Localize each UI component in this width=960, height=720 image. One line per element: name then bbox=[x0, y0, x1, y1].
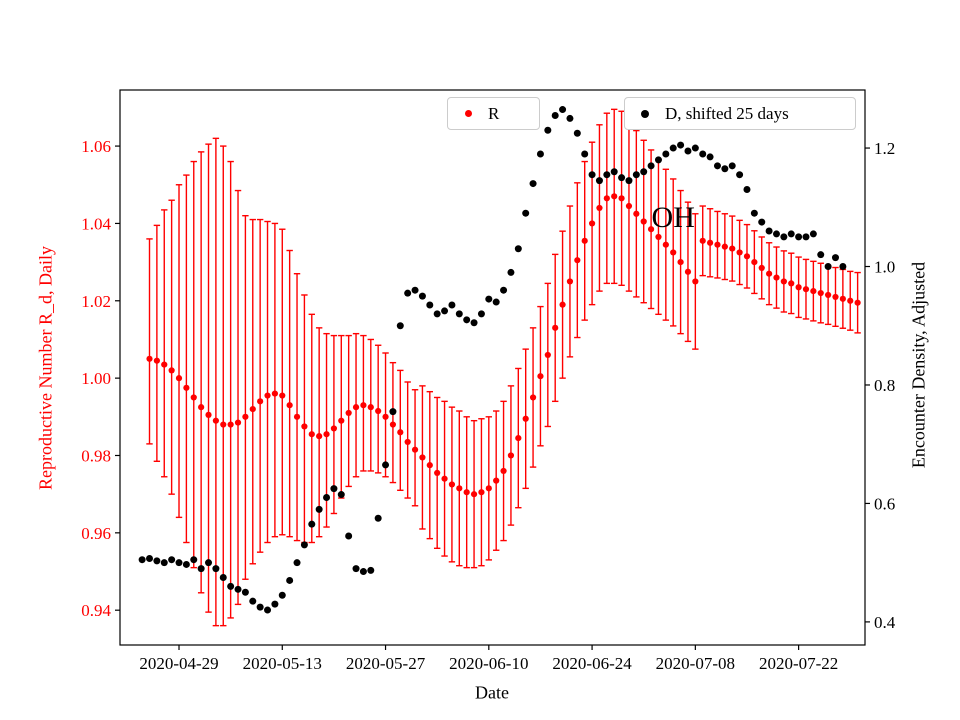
d-markers bbox=[138, 106, 847, 614]
svg-text:2020-07-22: 2020-07-22 bbox=[759, 654, 838, 673]
x-ticks: 2020-04-29 2020-05-13 2020-05-27 2020-06-10… bbox=[139, 645, 838, 673]
svg-text:2020-07-08: 2020-07-08 bbox=[656, 654, 735, 673]
legend-d-handle bbox=[625, 109, 665, 118]
svg-text:1.0: 1.0 bbox=[874, 258, 895, 277]
y-axis-label-right: Encounter Density, Adjusted bbox=[908, 261, 929, 469]
state-annotation: OH bbox=[651, 200, 695, 234]
svg-text:1.06: 1.06 bbox=[81, 137, 111, 156]
r-markers bbox=[146, 193, 861, 498]
black-dot-marker-icon bbox=[641, 109, 649, 118]
svg-text:0.4: 0.4 bbox=[874, 613, 896, 632]
svg-text:0.8: 0.8 bbox=[874, 376, 895, 395]
svg-text:0.6: 0.6 bbox=[874, 494, 895, 513]
svg-text:0.98: 0.98 bbox=[81, 446, 111, 465]
svg-text:1.04: 1.04 bbox=[81, 214, 111, 233]
legend-d: D, shifted 25 days bbox=[624, 97, 856, 130]
y-ticks-left: 0.94 0.96 0.98 1.00 1.02 1.04 1.06 bbox=[81, 137, 120, 620]
legend-r-label: R bbox=[488, 103, 500, 123]
red-dot-marker-icon bbox=[464, 110, 472, 117]
svg-text:2020-05-13: 2020-05-13 bbox=[243, 654, 322, 673]
plot-frame bbox=[119, 89, 866, 646]
svg-text:2020-06-24: 2020-06-24 bbox=[552, 654, 632, 673]
svg-text:2020-06-10: 2020-06-10 bbox=[449, 654, 528, 673]
r-errorbars bbox=[146, 108, 861, 627]
x-axis-label: Date bbox=[475, 682, 509, 703]
y-ticks-right: 0.4 0.6 0.8 1.0 1.2 bbox=[865, 139, 896, 632]
svg-text:2020-05-27: 2020-05-27 bbox=[346, 654, 426, 673]
y-axis-label-left: Reproductive Number R_d, Daily bbox=[35, 246, 56, 490]
svg-text:0.94: 0.94 bbox=[81, 601, 111, 620]
svg-text:0.96: 0.96 bbox=[81, 524, 111, 543]
legend-r: R bbox=[447, 97, 540, 130]
legend-d-label: D, shifted 25 days bbox=[665, 103, 789, 123]
svg-text:1.02: 1.02 bbox=[81, 292, 111, 311]
svg-text:1.2: 1.2 bbox=[874, 139, 895, 158]
svg-text:2020-04-29: 2020-04-29 bbox=[139, 654, 218, 673]
svg-text:1.00: 1.00 bbox=[81, 369, 111, 388]
legend-r-handle bbox=[448, 110, 488, 117]
